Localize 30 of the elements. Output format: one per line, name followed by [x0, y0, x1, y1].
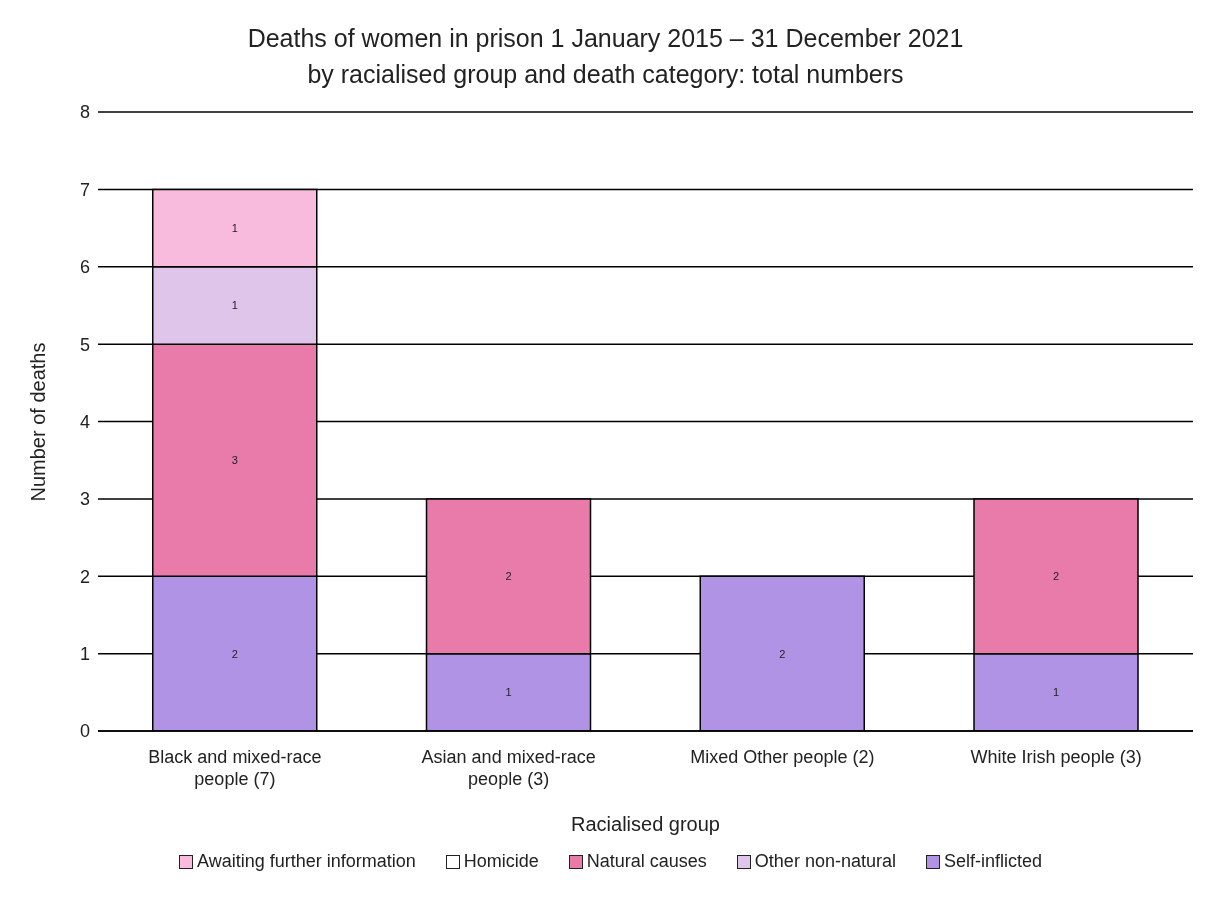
- data-label: 1: [231, 221, 238, 234]
- legend-label: Natural causes: [585, 851, 707, 872]
- data-label: 1: [505, 686, 512, 699]
- x-tick-label: Asian and mixed-race people (3): [421, 747, 596, 789]
- x-tick-label: Mixed Other people (2): [690, 747, 875, 767]
- x-tick-label: Black and mixed-race people (7): [148, 747, 322, 789]
- data-label: 1: [231, 299, 238, 312]
- y-tick-label: 3: [79, 489, 90, 510]
- y-tick-label: 8: [79, 102, 90, 123]
- chart-title: Deaths of women in prison 1 January 2015 – 31 December 2021 by racialised group and death category: total numbers: [246, 23, 965, 90]
- legend-label: Other non-natural: [753, 851, 896, 872]
- legend-label: Self-inflicted: [942, 851, 1042, 872]
- data-label: 2: [231, 647, 238, 660]
- data-label: 1: [1052, 686, 1060, 699]
- legend-label: Homicide: [462, 851, 539, 872]
- y-tick-label: 1: [79, 644, 90, 665]
- y-tick-label: 6: [79, 257, 90, 278]
- y-tick-label: 7: [79, 179, 90, 200]
- data-label: 2: [1052, 570, 1060, 583]
- y-tick-label: 5: [79, 334, 90, 355]
- y-tick-label: 0: [79, 721, 90, 742]
- data-label: 3: [231, 454, 238, 467]
- y-tick-label: 4: [79, 411, 90, 432]
- data-label: 2: [505, 570, 512, 583]
- legend-label: Awaiting further information: [196, 851, 416, 872]
- y-axis-title: Number of deaths: [27, 342, 50, 502]
- y-tick-label: 2: [79, 566, 90, 587]
- x-axis-title: Racialised group: [571, 813, 720, 835]
- data-label: 2: [779, 647, 786, 660]
- x-tick-label: White Irish people (3): [970, 747, 1142, 767]
